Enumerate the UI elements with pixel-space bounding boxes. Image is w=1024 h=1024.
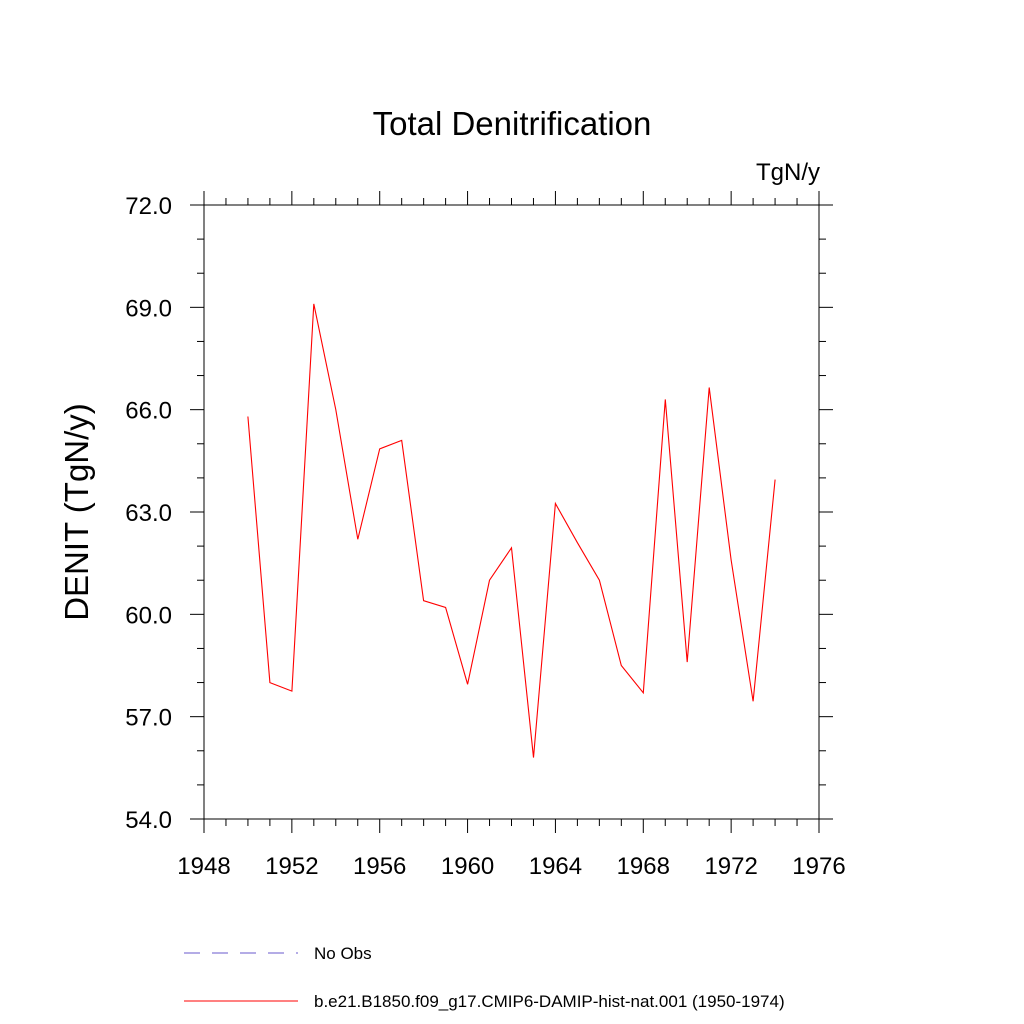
series-layer [247,303,776,758]
y-tick-labels: 54.0 57.0 60.0 63.0 66.0 69.0 72.0 [125,193,172,834]
y-tick-label: 63.0 [125,500,172,527]
chart-title: Total Denitrification [373,105,652,142]
y-tick-label: 54.0 [125,807,172,834]
y-tick-label: 60.0 [125,602,172,629]
y-tick-label: 66.0 [125,398,172,425]
units-label: TgN/y [756,159,820,186]
series-line [247,303,776,758]
x-tick-label: 1964 [529,853,582,880]
y-tick-label: 69.0 [125,295,172,322]
legend-label: b.e21.B1850.f09_g17.CMIP6-DAMIP-hist-nat… [314,992,785,1011]
x-tick-label: 1948 [177,853,230,880]
plot-frame [203,204,820,820]
x-tick-label: 1956 [353,853,406,880]
y-tick-label: 72.0 [125,193,172,220]
legend: No Obs b.e21.B1850.f09_g17.CMIP6-DAMIP-hi… [184,944,785,1011]
x-tick-label: 1952 [265,853,318,880]
x-tick-label: 1968 [617,853,670,880]
legend-label: No Obs [314,944,372,963]
x-tick-labels: 1948 1952 1956 1960 1964 1968 1972 1976 [177,853,845,880]
y-axis-label: DENIT (TgN/y) [58,403,95,621]
x-tick-label: 1976 [792,853,845,880]
axis-ticks [190,191,833,833]
x-tick-label: 1960 [441,853,494,880]
y-tick-label: 57.0 [125,705,172,732]
x-tick-label: 1972 [704,853,757,880]
